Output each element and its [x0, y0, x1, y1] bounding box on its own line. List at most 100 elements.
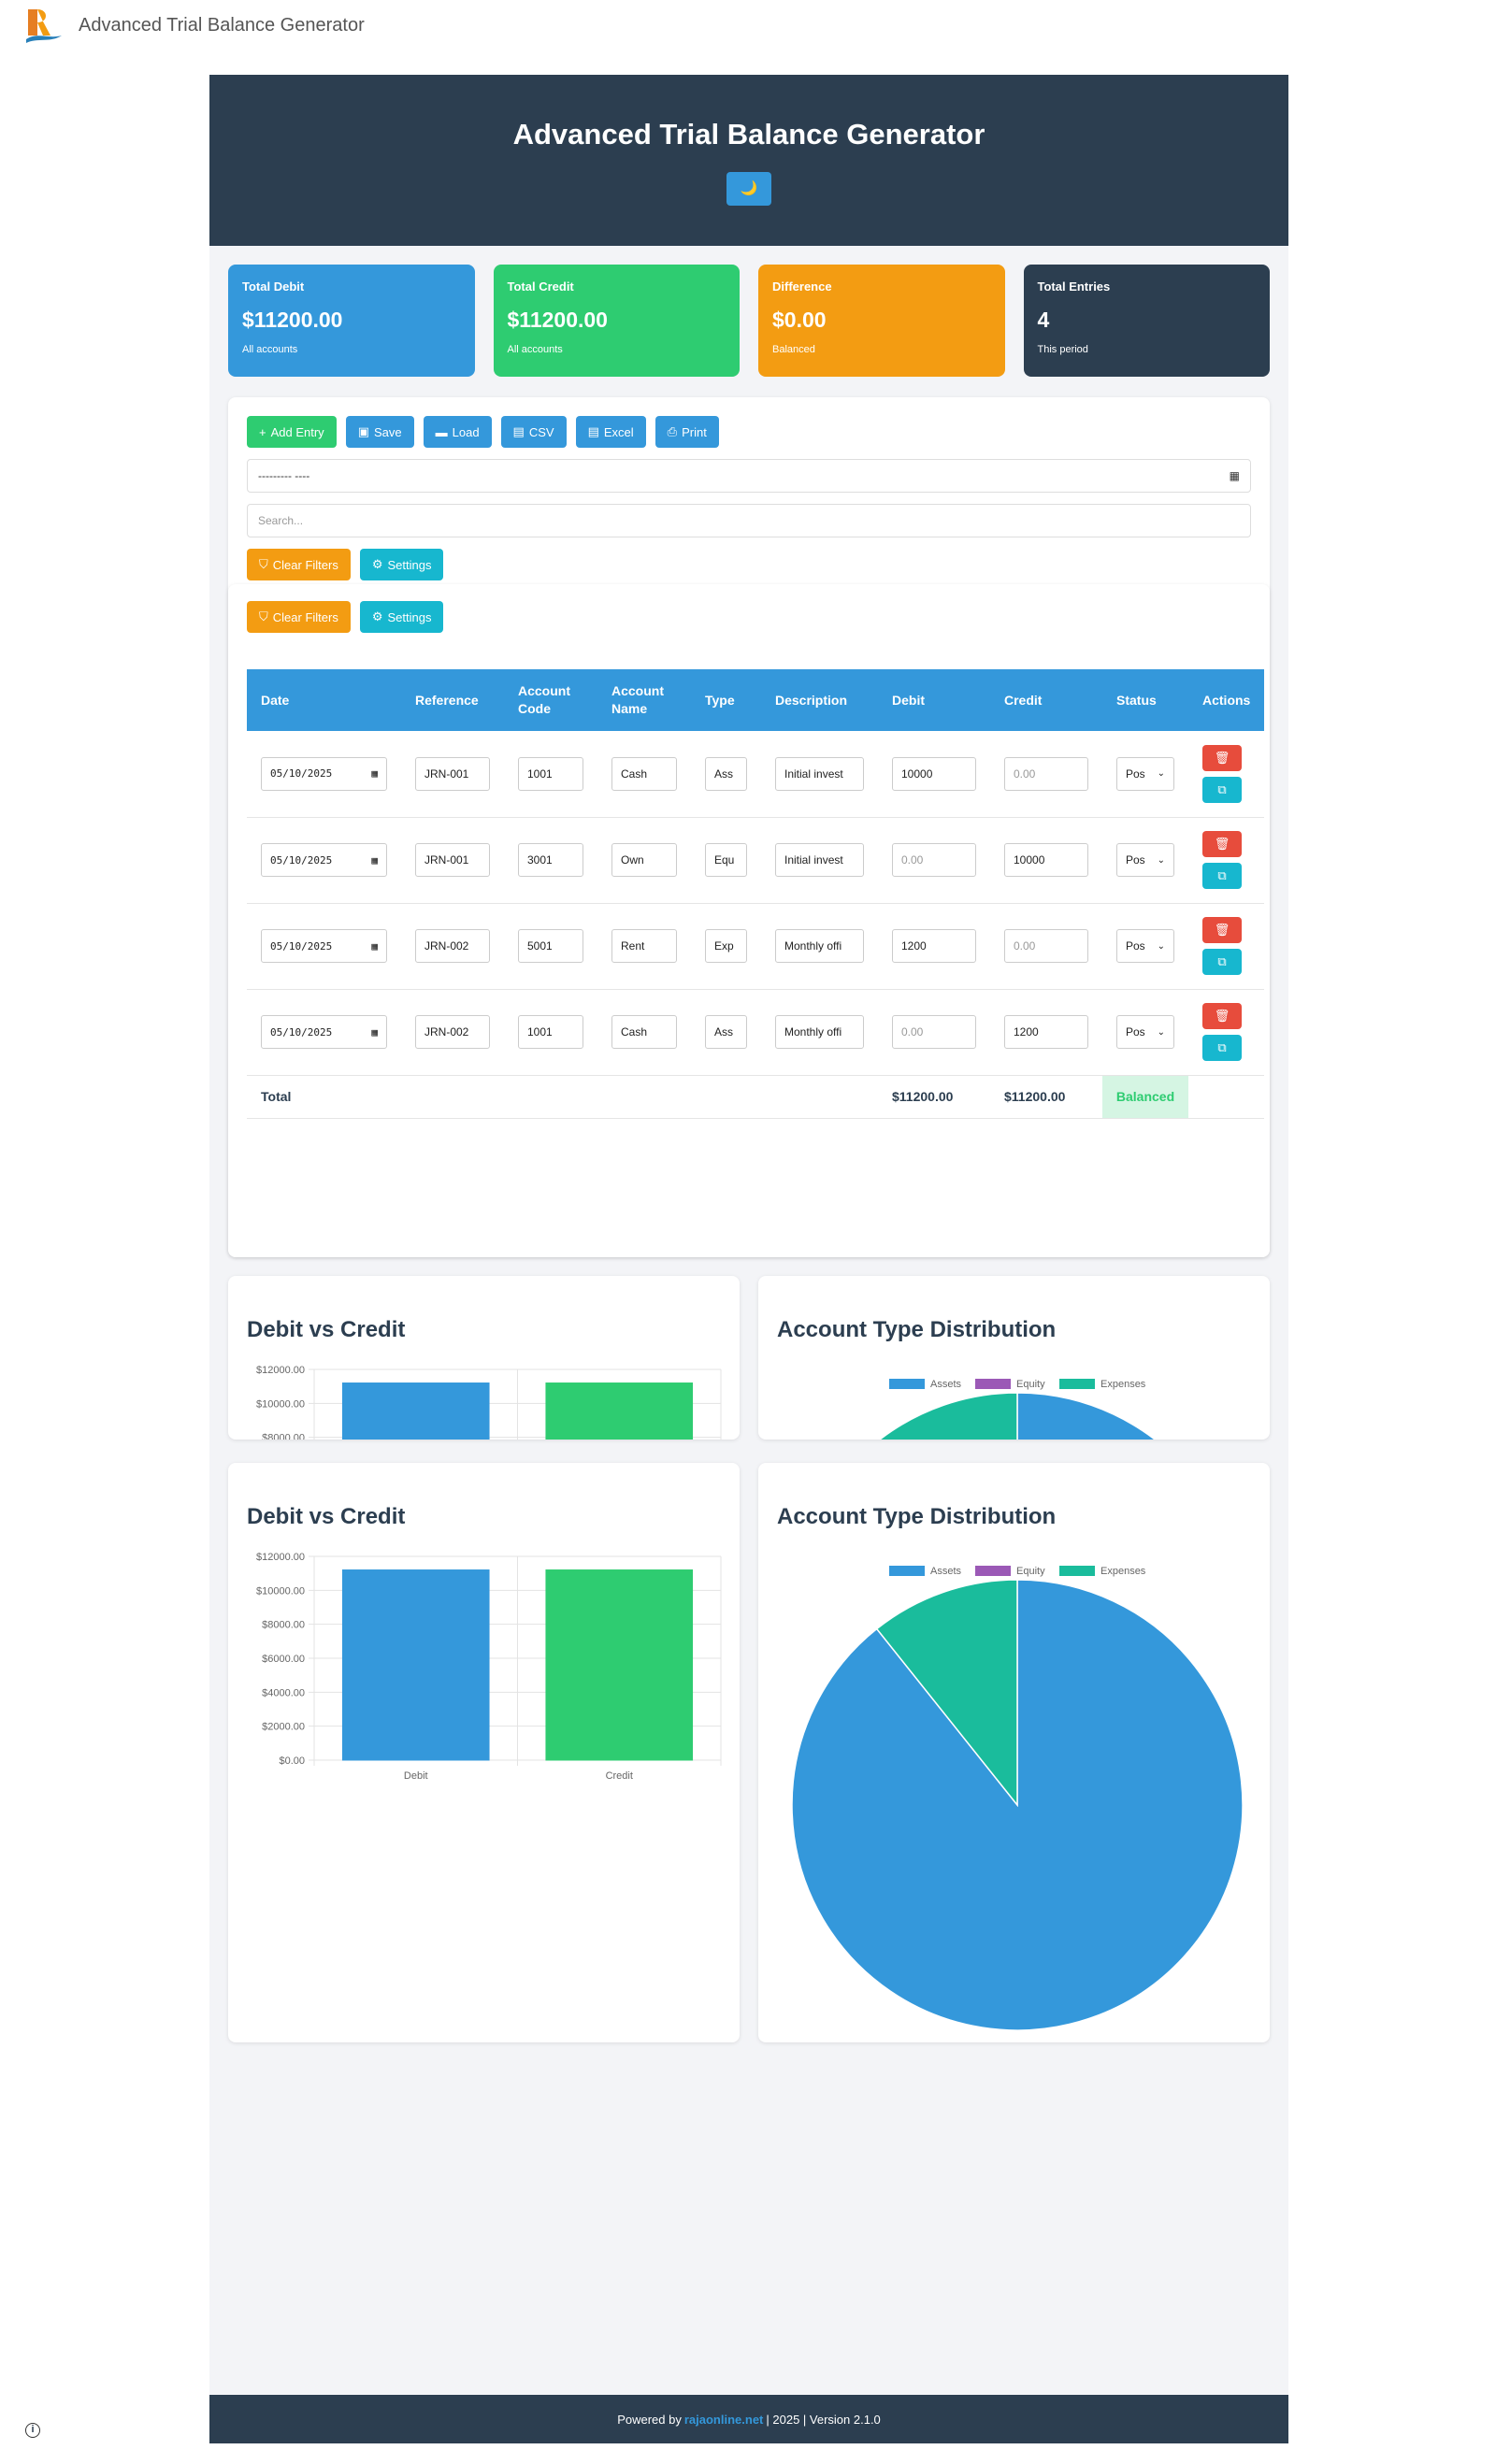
legend-swatch: [1059, 1379, 1095, 1389]
date-input[interactable]: 05/10/2025▦: [261, 756, 387, 791]
credit-input[interactable]: 1200: [1004, 1015, 1088, 1049]
legend-label[interactable]: Assets: [930, 1566, 962, 1577]
account-type-input[interactable]: Exp: [705, 929, 747, 963]
reference-input[interactable]: JRN-001: [415, 843, 490, 877]
load-button[interactable]: ▬ Load: [423, 416, 492, 448]
column-header: Reference: [401, 669, 504, 731]
reference-input[interactable]: JRN-001: [415, 756, 490, 791]
file-excel-icon: ▤: [587, 424, 599, 438]
footer-link[interactable]: rajaonline.net: [683, 2412, 764, 2427]
bar-debit[interactable]: [341, 1569, 490, 1761]
legend-label[interactable]: Assets: [930, 1379, 962, 1390]
account-name-input[interactable]: Rent: [611, 929, 677, 963]
stat-card: Total Entries 4 This period: [1023, 265, 1270, 377]
pie-slice-assets[interactable]: [792, 1392, 1243, 1440]
legend-swatch: [975, 1379, 1011, 1389]
bar-chart: $12000.00$10000.00$8000.00$6000.00$4000.…: [256, 1365, 722, 1440]
status-select[interactable]: Pos⌄: [1116, 843, 1174, 877]
account-code-input[interactable]: 5001: [518, 929, 583, 963]
total-label: Total: [247, 1075, 401, 1119]
print-button[interactable]: ⎙ Print: [654, 416, 719, 448]
debit-input[interactable]: 10000: [892, 756, 976, 791]
filter-buttons: ⛉ Clear Filters ⚙ Settings: [247, 549, 444, 580]
duplicate-button[interactable]: ⧉: [1202, 1035, 1242, 1061]
bar-chart: $12000.00$10000.00$8000.00$6000.00$4000.…: [256, 1552, 722, 1782]
description-input[interactable]: Monthly offi: [775, 1015, 864, 1049]
description-input[interactable]: Initial invest: [775, 756, 864, 791]
delete-button[interactable]: 🗑: [1202, 1003, 1242, 1029]
legend-label[interactable]: Expenses: [1100, 1379, 1146, 1390]
delete-button[interactable]: 🗑: [1202, 917, 1242, 943]
date-input[interactable]: 05/10/2025▦: [261, 843, 387, 877]
main-container: Advanced Trial Balance Generator 🌙 Total…: [209, 75, 1288, 2443]
total-credit: $11200.00: [990, 1075, 1102, 1119]
print-icon: ⎙: [667, 424, 678, 438]
account-name-input[interactable]: Own: [611, 843, 677, 877]
save-button[interactable]: ▣ Save: [345, 416, 414, 448]
stat-label: Total Credit: [507, 279, 574, 294]
clear-filters-button[interactable]: ⛉ Clear Filters: [247, 549, 351, 580]
date-input[interactable]: 05/10/2025▦: [261, 1015, 387, 1049]
description-input[interactable]: Monthly offi: [775, 929, 864, 963]
pie-slice-expenses[interactable]: [877, 1392, 1018, 1440]
csv-button[interactable]: ▤ CSV: [500, 416, 567, 448]
legend-label[interactable]: Equity: [1016, 1379, 1045, 1390]
account-code-input[interactable]: 1001: [518, 756, 583, 791]
account-code-input[interactable]: 1001: [518, 1015, 583, 1049]
pie-slice-expenses[interactable]: [875, 1579, 1018, 1808]
bar-debit[interactable]: [341, 1382, 490, 1440]
add-entry-button[interactable]: + Add Entry: [247, 416, 337, 448]
description-input[interactable]: Initial invest: [775, 843, 864, 877]
duplicate-button[interactable]: ⧉: [1202, 863, 1242, 889]
duplicate-button[interactable]: ⧉: [1202, 776, 1242, 803]
legend-swatch: [889, 1566, 925, 1576]
trash-icon: 🗑: [1214, 1009, 1230, 1023]
search-input[interactable]: Search...: [247, 504, 1251, 537]
debit-input[interactable]: 0.00: [892, 843, 976, 877]
debit-input[interactable]: 0.00: [892, 1015, 976, 1049]
account-code-input[interactable]: 3001: [518, 843, 583, 877]
stat-card: Total Debit $11200.00 All accounts: [228, 265, 475, 377]
account-name-input[interactable]: Cash: [611, 1015, 677, 1049]
gear-icon: ⚙: [371, 557, 383, 571]
save-icon: ▣: [357, 424, 369, 438]
theme-toggle-button[interactable]: 🌙: [726, 172, 771, 206]
legend-swatch: [889, 1379, 925, 1389]
settings-button[interactable]: ⚙ Settings: [359, 549, 444, 580]
legend-label[interactable]: Equity: [1016, 1566, 1045, 1577]
date-input[interactable]: 05/10/2025▦: [261, 929, 387, 963]
account-type-input[interactable]: Ass: [705, 756, 747, 791]
duplicate-button[interactable]: ⧉: [1202, 949, 1242, 975]
table-row: 05/10/2025▦ JRN-001 1001 Cash Ass Initial inv…: [247, 731, 1265, 818]
delete-button[interactable]: 🗑: [1202, 831, 1242, 857]
credit-input[interactable]: 0.00: [1004, 929, 1088, 963]
x-tick-label: Debit: [404, 1770, 428, 1782]
status-select[interactable]: Pos⌄: [1116, 929, 1174, 963]
date-filter-input[interactable]: --------- ---- ▦: [247, 459, 1251, 493]
credit-input[interactable]: 10000: [1004, 843, 1088, 877]
bar-credit[interactable]: [545, 1569, 694, 1761]
bar-credit[interactable]: [545, 1382, 694, 1440]
legend-label[interactable]: Expenses: [1100, 1566, 1146, 1577]
column-header: Status: [1102, 669, 1188, 731]
debit-input[interactable]: 1200: [892, 929, 976, 963]
status-select[interactable]: Pos⌄: [1116, 756, 1174, 791]
toolbar: + Add Entry ▣ Save ▬ Load ▤ CSV ▤ Excel ⎙ Prin…: [247, 416, 719, 448]
pie-chart: Assets Equity Expenses: [791, 1566, 1244, 2031]
excel-button[interactable]: ▤ Excel: [575, 416, 646, 448]
delete-button[interactable]: 🗑: [1202, 744, 1242, 771]
settings-button[interactable]: ⚙ Settings: [359, 601, 444, 633]
page-header: Advanced Trial Balance Generator 🌙: [209, 75, 1288, 246]
reference-input[interactable]: JRN-002: [415, 1015, 490, 1049]
status-select[interactable]: Pos⌄: [1116, 1015, 1174, 1049]
clear-filters-button[interactable]: ⛉ Clear Filters: [247, 601, 351, 633]
reference-input[interactable]: JRN-002: [415, 929, 490, 963]
account-type-input[interactable]: Equ: [705, 843, 747, 877]
entries-card-repaint: ⛉ Clear Filters ⚙ Settings Date Reference Ac…: [228, 584, 1270, 1257]
credit-input[interactable]: 0.00: [1004, 756, 1088, 791]
y-tick-label: $10000.00: [256, 1398, 305, 1410]
account-name-input[interactable]: Cash: [611, 756, 677, 791]
account-type-input[interactable]: Ass: [705, 1015, 747, 1049]
info-icon[interactable]: i: [25, 2423, 40, 2438]
entries-table: Date Reference Account Code Account Name Typ…: [247, 669, 1265, 1119]
